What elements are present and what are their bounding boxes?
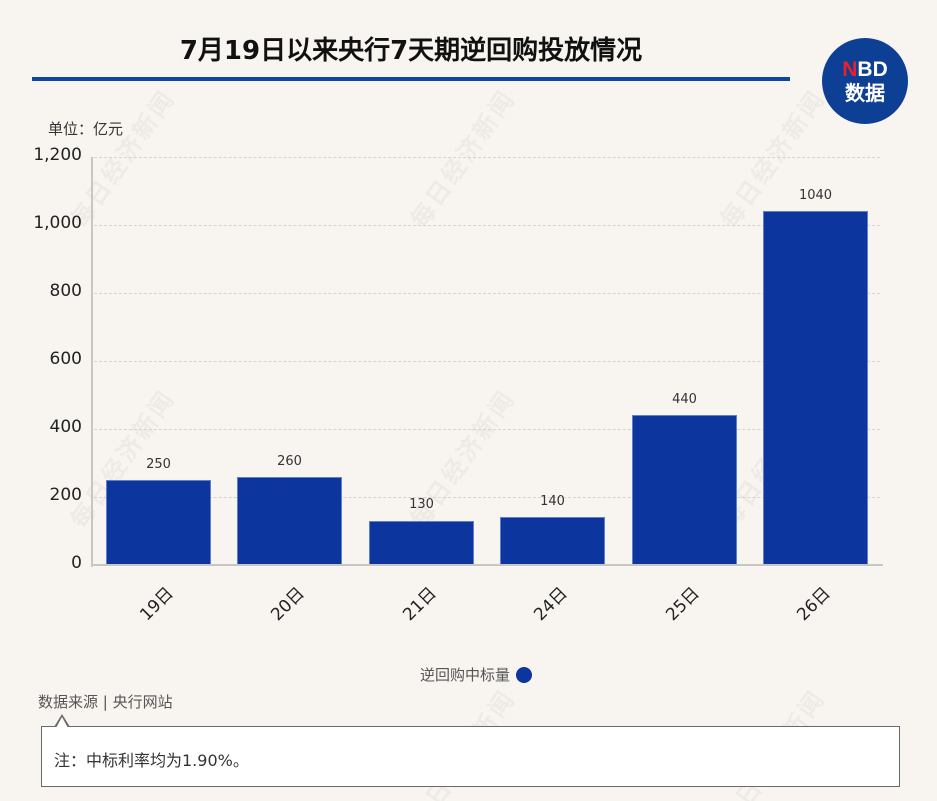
bar-value-label: 260 <box>277 454 302 469</box>
bar-24[interactable] <box>500 517 605 565</box>
title-underline <box>32 77 790 81</box>
y-tick-label: 800 <box>49 281 82 301</box>
x-tick-label: 21日 <box>399 583 441 626</box>
logo-bd-letters: BD <box>857 58 888 81</box>
unit-label: 单位：亿元 <box>48 120 124 138</box>
y-axis-line <box>91 157 93 567</box>
logo-data-text: 数据 <box>845 81 885 105</box>
y-tick-label: 400 <box>49 417 82 437</box>
bar-value-label: 140 <box>540 494 565 509</box>
gridline <box>94 361 880 362</box>
gridline <box>94 157 880 158</box>
bar-25[interactable] <box>632 415 737 565</box>
y-tick-label: 600 <box>49 349 82 369</box>
bar-value-label: 440 <box>672 392 697 407</box>
chart-legend[interactable]: 逆回购中标量 <box>420 664 533 685</box>
y-tick-label: 200 <box>49 485 82 505</box>
bar-value-label: 250 <box>146 457 171 472</box>
bar-value-label: 130 <box>409 497 434 512</box>
logo-nbd-text: NBD <box>842 59 888 80</box>
gridline <box>94 429 880 430</box>
logo-n-letter: N <box>842 58 858 81</box>
legend-dot-icon <box>516 666 533 683</box>
note-pointer-fill <box>56 717 68 728</box>
bar-20[interactable] <box>237 477 342 565</box>
note-box: 注：中标利率均为1.90%。 <box>41 726 900 787</box>
gridline <box>94 293 880 294</box>
x-axis-line <box>91 564 883 566</box>
bar-19[interactable] <box>106 480 211 565</box>
x-tick-label: 24日 <box>530 583 572 626</box>
note-text: 注：中标利率均为1.90%。 <box>54 751 249 770</box>
chart-title: 7月19日以来央行7天期逆回购投放情况 <box>179 36 643 66</box>
gridline <box>94 225 880 226</box>
data-source: 数据来源 | 央行网站 <box>38 693 173 711</box>
y-tick-label: 1,000 <box>33 213 82 233</box>
y-tick-label: 1,200 <box>33 145 82 165</box>
nbd-logo: NBD 数据 <box>822 38 908 124</box>
x-tick-label: 25日 <box>662 583 704 626</box>
bar-21[interactable] <box>369 521 474 565</box>
gridline <box>94 497 880 498</box>
legend-label: 逆回购中标量 <box>420 666 511 684</box>
x-tick-label: 19日 <box>136 583 178 626</box>
bar-value-label: 1040 <box>798 188 833 203</box>
bar-26[interactable] <box>763 211 868 565</box>
y-tick-label: 0 <box>71 553 82 573</box>
x-tick-label: 20日 <box>267 583 309 626</box>
x-tick-label: 26日 <box>793 583 835 626</box>
